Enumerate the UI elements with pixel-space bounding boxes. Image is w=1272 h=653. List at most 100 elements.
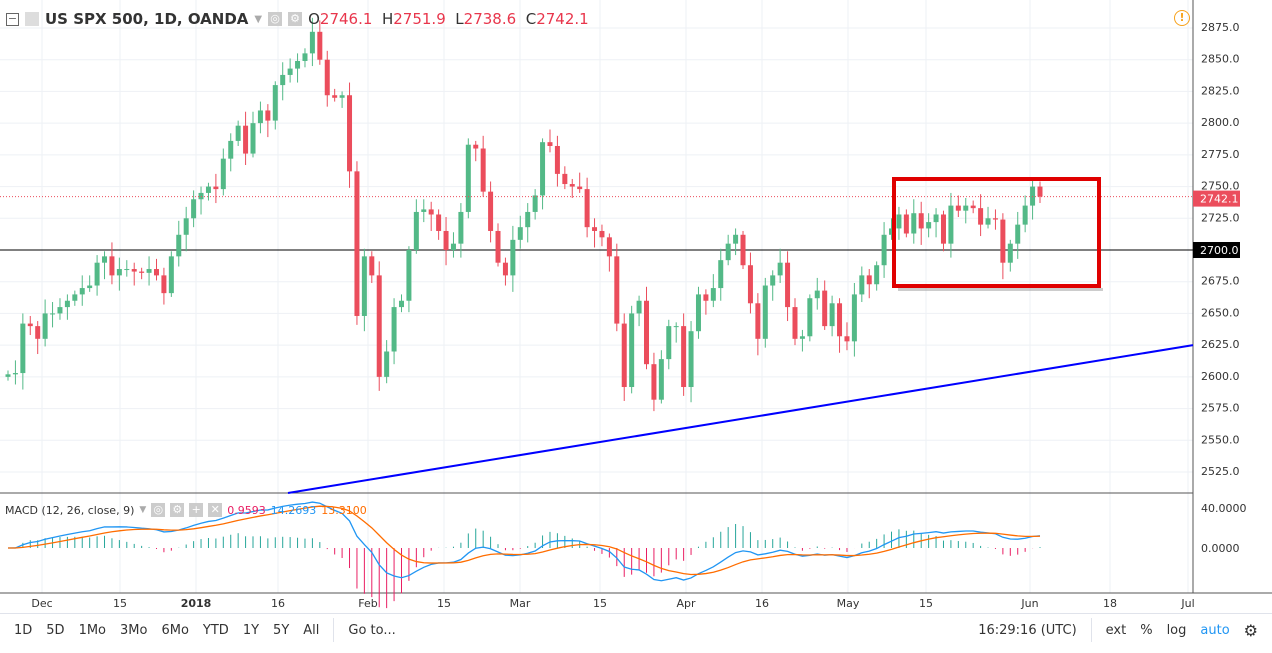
candle-body [332, 95, 338, 98]
candle [458, 203, 464, 258]
candle-body [517, 227, 523, 240]
range-all[interactable]: All [303, 622, 320, 638]
candle [488, 181, 494, 243]
collapse-icon[interactable]: − [6, 11, 19, 26]
macd-hist-value: 0.9593 [227, 503, 266, 517]
candle-body [64, 300, 70, 308]
candle [131, 262, 137, 286]
macd-label[interactable]: MACD (12, 26, close, 9) [5, 503, 135, 517]
range-1d[interactable]: 1D [14, 622, 33, 638]
macd-tick-label: 0.0000 [1201, 542, 1240, 555]
candle [614, 243, 620, 332]
candle [695, 286, 701, 339]
percent-toggle[interactable]: % [1140, 622, 1153, 638]
candle [280, 62, 286, 101]
gear-icon[interactable]: ⚙ [288, 12, 303, 26]
candle-body [339, 95, 345, 98]
price-tick-label: 2750.0 [1201, 180, 1240, 193]
candle [955, 195, 961, 218]
candle [970, 200, 976, 214]
price-tick-label: 2525.0 [1201, 465, 1240, 478]
flag-icon[interactable] [25, 12, 39, 26]
price-tick-label: 2800.0 [1201, 116, 1240, 129]
price-tick-label: 2675.0 [1201, 275, 1240, 288]
alert-icon[interactable]: ! [1174, 10, 1190, 26]
candle-body [510, 239, 516, 276]
candle [450, 232, 456, 258]
level-badge [1193, 242, 1240, 259]
eye-icon[interactable]: ◎ [268, 12, 283, 26]
candle-body [889, 228, 895, 235]
candle [807, 294, 813, 342]
candle-body [799, 336, 805, 339]
auto-toggle[interactable]: auto [1200, 622, 1230, 638]
candle [421, 199, 427, 223]
ext-toggle[interactable]: ext [1105, 622, 1127, 638]
candle-body [807, 298, 813, 337]
candle-body [176, 234, 182, 257]
chevron-down-icon[interactable]: ▼ [139, 505, 147, 515]
candle-body [1015, 224, 1021, 244]
range-6mo[interactable]: 6Mo [161, 622, 189, 638]
candle-body [584, 189, 590, 228]
candle-body [688, 331, 694, 388]
goto-button[interactable]: Go to... [348, 622, 396, 638]
candle [35, 321, 41, 355]
candle [272, 81, 278, 130]
symbol-title[interactable]: US SPX 500, 1D, OANDA [45, 10, 249, 28]
candle [57, 298, 63, 320]
candle-body [473, 144, 479, 149]
candle-body [376, 275, 382, 377]
candle-body [146, 269, 152, 273]
range-1y[interactable]: 1Y [242, 622, 260, 638]
chevron-down-icon[interactable]: ▼ [254, 13, 263, 25]
candle [718, 248, 724, 301]
candle [710, 274, 716, 308]
candle [332, 88, 338, 102]
candle-body [191, 199, 197, 219]
candle-body [213, 186, 219, 190]
price-chart[interactable]: 2875.0 2850.0 2825.0 2800.0 2775.0 2750.0 2725… [0, 0, 1272, 613]
candle-body [1007, 243, 1013, 263]
candle [384, 340, 390, 384]
eye-icon[interactable]: ◎ [151, 503, 166, 517]
log-toggle[interactable]: log [1166, 622, 1187, 638]
candle-body [859, 275, 865, 295]
candle [755, 293, 761, 356]
candle [584, 177, 590, 238]
candle [688, 321, 694, 403]
plus-icon[interactable]: + [189, 503, 204, 517]
candle [903, 209, 909, 238]
price-tick-label: 2850.0 [1201, 53, 1240, 66]
candle [510, 225, 516, 292]
candle [940, 210, 946, 252]
range-5y[interactable]: 5Y [273, 622, 290, 638]
candle-body [970, 205, 976, 209]
candle-body [681, 326, 687, 388]
range-5d[interactable]: 5D [46, 622, 65, 638]
candle-body [636, 300, 642, 314]
candle [926, 213, 932, 238]
close-icon[interactable]: ✕ [208, 503, 223, 517]
candle-body [1000, 219, 1006, 263]
candle-body [27, 323, 33, 327]
range-ytd[interactable]: YTD [202, 622, 229, 638]
candle [636, 295, 642, 327]
candle [64, 294, 70, 320]
price-tick-label: 2775.0 [1201, 148, 1240, 161]
candle [577, 172, 583, 193]
candle [369, 251, 375, 283]
range-3mo[interactable]: 3Mo [120, 622, 148, 638]
candle-body [540, 142, 546, 196]
time-tick-label: Jun [1020, 597, 1038, 610]
candle-body [569, 184, 575, 187]
candle [228, 133, 234, 172]
range-1mo[interactable]: 1Mo [78, 622, 107, 638]
gear-icon[interactable]: ⚙ [170, 503, 185, 517]
candle-body [911, 213, 917, 234]
candle-body [295, 60, 301, 69]
settings-icon[interactable]: ⚙ [1243, 620, 1258, 640]
candle-body [272, 85, 278, 121]
candle [540, 138, 546, 210]
candle [822, 280, 828, 330]
